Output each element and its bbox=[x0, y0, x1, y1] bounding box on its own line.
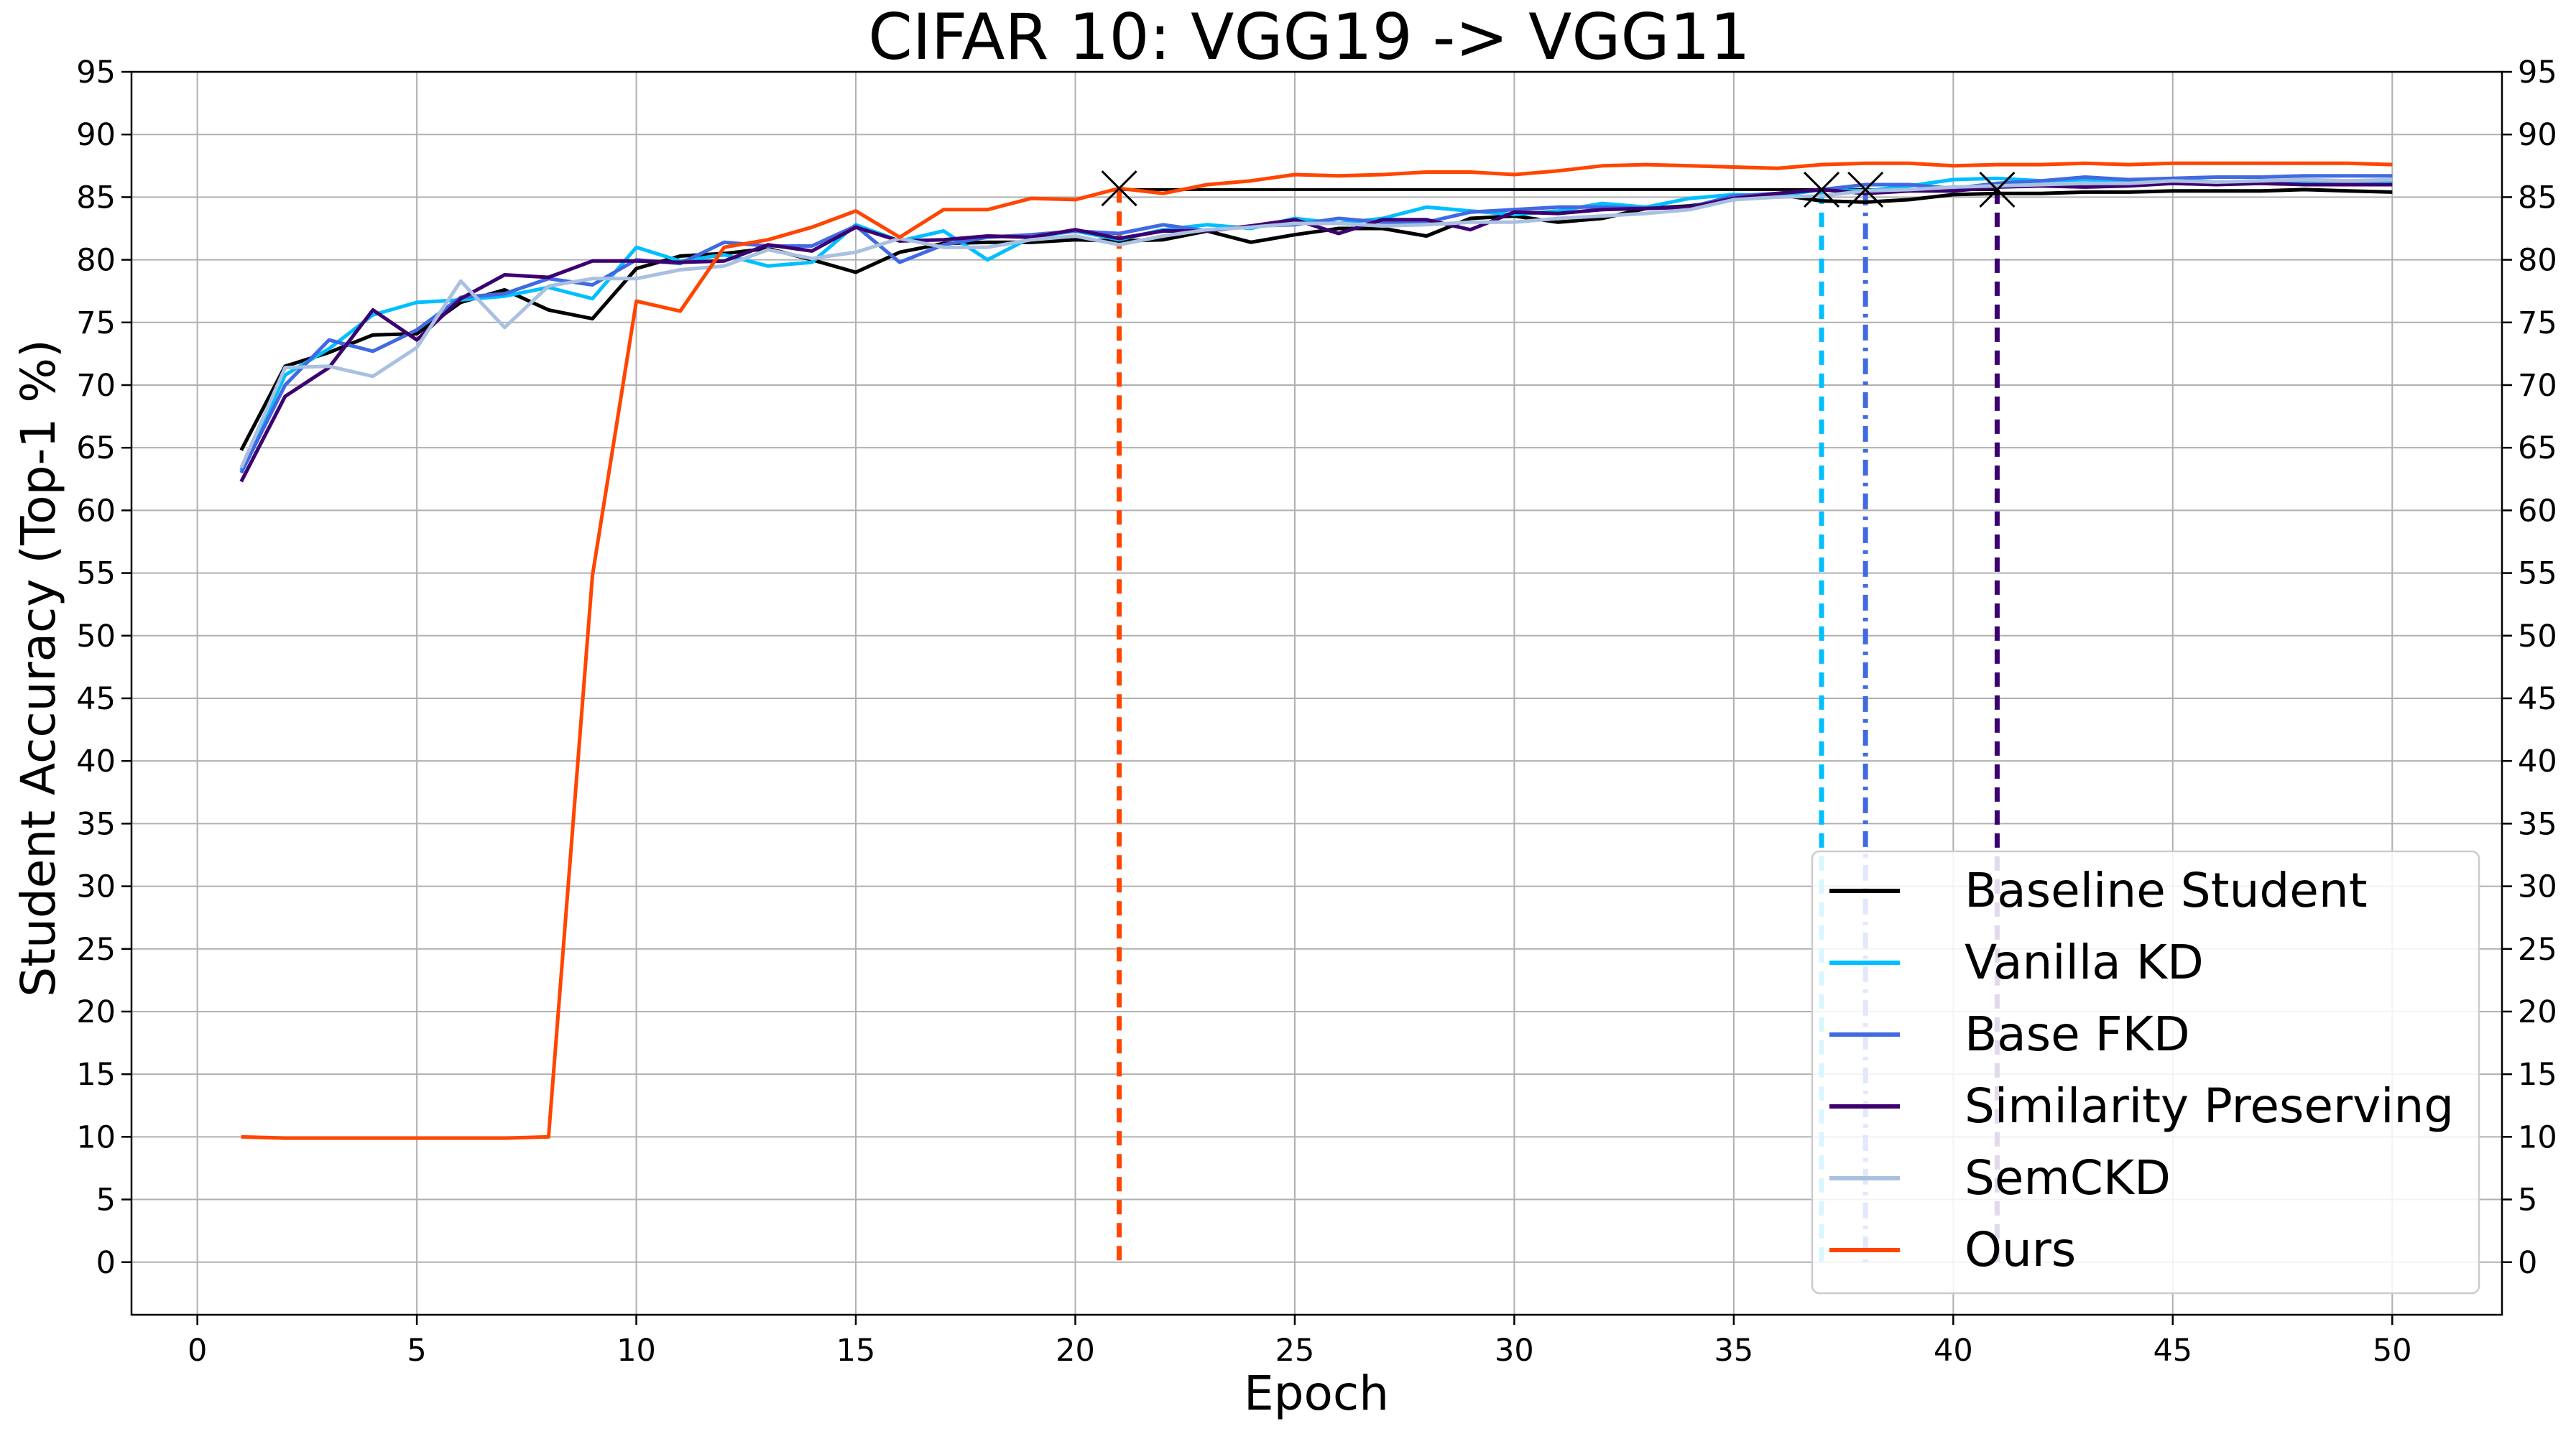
legend-entry: Vanilla KD bbox=[1829, 935, 2204, 990]
y-tick-label-right: 10 bbox=[2518, 1119, 2557, 1155]
best-marker-x bbox=[1847, 171, 1884, 208]
y-tick-label-right: 20 bbox=[2518, 994, 2557, 1030]
y-tick-label: 5 bbox=[96, 1183, 116, 1218]
best-marker-x bbox=[1979, 171, 2016, 208]
legend: Baseline Student Vanilla KD Base FKD Simila… bbox=[1811, 850, 2480, 1295]
legend-box bbox=[1811, 850, 2480, 1295]
y-tick-label: 25 bbox=[76, 932, 116, 968]
x-tick-label: 40 bbox=[1934, 1333, 1973, 1369]
y-tick-label: 45 bbox=[76, 681, 116, 717]
y-tick-label: 85 bbox=[76, 180, 116, 216]
y-tick-label: 55 bbox=[76, 556, 116, 592]
best-markers bbox=[1101, 170, 2016, 208]
legend-label: Base FKD bbox=[1965, 1007, 2190, 1062]
y-tick-label-right: 50 bbox=[2518, 619, 2557, 655]
y-tick-label-right: 15 bbox=[2518, 1057, 2557, 1093]
y-tick-label-right: 0 bbox=[2518, 1245, 2537, 1281]
y-tick-label-right: 90 bbox=[2518, 117, 2557, 153]
y-tick-label: 40 bbox=[76, 744, 116, 780]
y-tick-label-right: 95 bbox=[2518, 55, 2557, 91]
y-tick-label: 65 bbox=[76, 430, 116, 466]
y-axis-ticks-left: 0 5 10 15 20 25 30 35 40 45 50 55 60 65 70 75 80 85 90 95 bbox=[76, 55, 131, 1281]
series-line-ours bbox=[241, 161, 2393, 1140]
x-tick-label: 15 bbox=[836, 1333, 876, 1369]
series-line-base-fkd bbox=[239, 174, 2393, 474]
legend-entry: Base FKD bbox=[1829, 1007, 2190, 1062]
y-tick-label: 30 bbox=[76, 869, 116, 905]
y-tick-label-right: 25 bbox=[2518, 932, 2557, 968]
legend-label: Similarity Preserving bbox=[1965, 1078, 2454, 1134]
y-tick-label-right: 55 bbox=[2518, 556, 2557, 592]
x-tick-label: 20 bbox=[1056, 1333, 1095, 1369]
chart-title: CIFAR 10: VGG19 -> VGG11 bbox=[868, 0, 1750, 74]
y-tick-label: 10 bbox=[76, 1119, 116, 1155]
y-tick-label-right: 70 bbox=[2518, 368, 2557, 404]
y-tick-label: 90 bbox=[76, 117, 116, 153]
y-tick-label: 0 bbox=[96, 1245, 116, 1281]
best-marker-x bbox=[1804, 171, 1840, 208]
x-tick-label: 25 bbox=[1275, 1333, 1315, 1369]
x-tick-label: 0 bbox=[188, 1333, 207, 1369]
x-tick-label: 35 bbox=[1714, 1333, 1754, 1369]
x-tick-label: 10 bbox=[617, 1333, 656, 1369]
y-tick-label-right: 35 bbox=[2518, 806, 2557, 842]
series-line-baseline-student bbox=[239, 188, 2393, 451]
legend-label: Baseline Student bbox=[1965, 863, 2368, 918]
legend-entry: Baseline Student bbox=[1829, 863, 2368, 918]
legend-entry: Ours bbox=[1829, 1222, 2076, 1277]
y-tick-label-right: 60 bbox=[2518, 493, 2557, 529]
y-axis-ticks-right: 0 5 10 15 20 25 30 35 40 45 50 55 60 65 70 75 80 85 90 95 bbox=[2502, 55, 2557, 1281]
legend-entry: Similarity Preserving bbox=[1829, 1078, 2454, 1134]
y-tick-label-right: 75 bbox=[2518, 305, 2557, 341]
y-tick-label-right: 45 bbox=[2518, 681, 2557, 717]
y-tick-label: 75 bbox=[76, 305, 116, 341]
y-tick-label: 20 bbox=[76, 994, 116, 1030]
y-tick-label-right: 65 bbox=[2518, 430, 2557, 466]
y-tick-label: 70 bbox=[76, 368, 116, 404]
plot-frame bbox=[130, 70, 2503, 1316]
y-tick-label-right: 40 bbox=[2518, 744, 2557, 780]
x-tick-label: 50 bbox=[2373, 1333, 2412, 1369]
legend-entry: SemCKD bbox=[1829, 1150, 2171, 1206]
y-tick-label: 35 bbox=[76, 806, 116, 842]
y-axis-label: Student Accuracy (Top-1 %) bbox=[11, 339, 66, 996]
y-tick-label: 15 bbox=[76, 1057, 116, 1093]
x-tick-label: 5 bbox=[407, 1333, 426, 1369]
legend-label: SemCKD bbox=[1965, 1150, 2171, 1206]
y-tick-label: 95 bbox=[76, 55, 116, 91]
best-marker-x bbox=[1101, 170, 1137, 207]
x-tick-label: 45 bbox=[2153, 1333, 2192, 1369]
y-tick-label-right: 30 bbox=[2518, 869, 2557, 905]
x-axis-ticks: 0 5 10 15 20 25 30 35 40 45 50 bbox=[188, 1315, 2412, 1369]
x-axis-label: Epoch bbox=[1244, 1366, 1389, 1421]
x-tick-label: 30 bbox=[1495, 1333, 1534, 1369]
legend-label: Vanilla KD bbox=[1965, 935, 2204, 990]
series-line-semckd bbox=[239, 177, 2393, 469]
y-tick-label: 80 bbox=[76, 243, 116, 279]
series-lines bbox=[239, 161, 2393, 1140]
y-tick-label-right: 5 bbox=[2518, 1183, 2537, 1218]
y-tick-label: 50 bbox=[76, 619, 116, 655]
y-tick-label: 60 bbox=[76, 493, 116, 529]
y-tick-label-right: 80 bbox=[2518, 243, 2557, 279]
legend-label: Ours bbox=[1965, 1222, 2076, 1277]
y-tick-label-right: 85 bbox=[2518, 180, 2557, 216]
